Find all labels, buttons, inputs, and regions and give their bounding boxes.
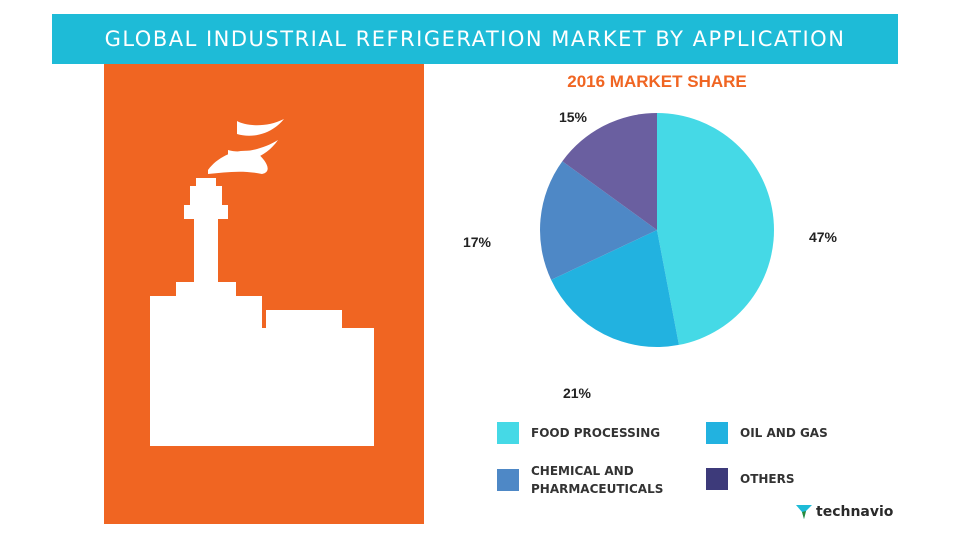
pie-slice-1	[657, 113, 775, 345]
technavio-logo-icon	[796, 505, 812, 519]
chart-subtitle: 2016 MARKET SHARE	[567, 72, 747, 91]
slice-label-4: 15%	[559, 109, 588, 125]
pie-slice-2	[551, 230, 679, 347]
legend-label: CHEMICAL AND PHARMACEUTICALS	[531, 464, 664, 496]
slice-label-1: 47%	[809, 229, 838, 245]
legend-label: OIL AND GAS	[740, 426, 828, 440]
title-banner: GLOBAL INDUSTRIAL REFRIGERATION MARKET B…	[52, 14, 898, 64]
slice-label-3: 17%	[463, 234, 492, 250]
legend-swatch	[706, 422, 728, 444]
legend-swatch	[706, 468, 728, 490]
brand-name: technavio	[816, 504, 894, 520]
legend-item-chemical-and-pharmaceuticals: CHEMICAL AND PHARMACEUTICALS	[497, 462, 663, 498]
legend-swatch	[497, 469, 519, 491]
legend-item-others: OTHERS	[706, 468, 795, 490]
technavio-logo: technavio	[796, 504, 893, 520]
factory-icon	[150, 119, 374, 446]
factory-panel	[104, 64, 424, 524]
market-share-pie-chart: 47% 21% 17% 15%	[463, 109, 838, 401]
legend-item-oil-and-gas: OIL AND GAS	[706, 422, 828, 444]
pie-slice-3	[540, 161, 657, 280]
slice-label-2: 21%	[563, 385, 592, 401]
legend-item-food-processing: FOOD PROCESSING	[497, 422, 660, 444]
legend-swatch	[497, 422, 519, 444]
pie-slice-4	[562, 113, 657, 230]
legend-label: FOOD PROCESSING	[531, 426, 661, 440]
page-title: GLOBAL INDUSTRIAL REFRIGERATION MARKET B…	[104, 27, 846, 51]
legend-label: OTHERS	[740, 472, 795, 486]
